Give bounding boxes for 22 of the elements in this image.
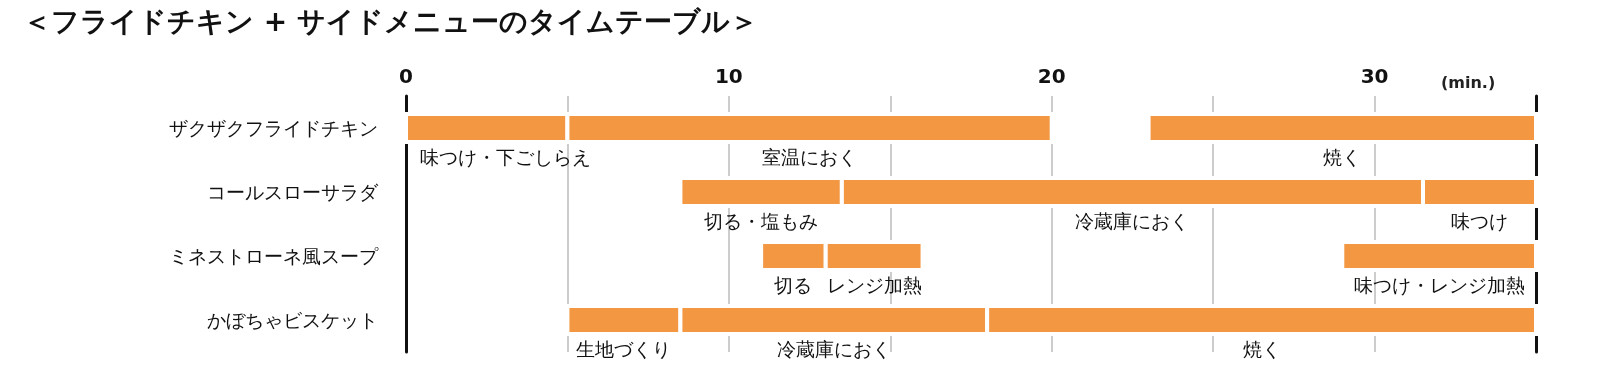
x-tick-label: 10 [714,64,743,88]
data-label: 切る [774,273,813,296]
data-label: 焼く [1242,337,1281,360]
x-tick-label: 0 [399,64,413,88]
data-label: 味つけ [1451,209,1508,232]
data-label: 生地づくり [576,337,672,360]
data-label: 焼く [1323,145,1362,168]
x-axis-title: (min.) [1441,72,1496,92]
data-label: 室温におく [762,145,858,168]
data-label: 冷蔵庫におく [1075,209,1190,232]
data-label: レンジ加熱 [826,273,922,296]
y-tick-label: コールスローサラダ [207,181,379,203]
data-label: 切る・塩もみ [704,209,819,232]
data-label: 味つけ・レンジ加熱 [1353,273,1525,296]
x-tick-label: 30 [1360,64,1389,88]
data-label: 冷蔵庫におく [776,337,891,360]
y-tick-label: ミネストローネ風スープ [169,245,379,267]
chart-title: ＜フライドチキン + サイドメニューのタイムテーブル＞ [23,4,758,38]
x-tick-label: 20 [1037,64,1066,88]
y-tick-label: かぼちゃビスケット [207,309,378,331]
y-tick-label: ザクザクフライドチキン [169,117,378,139]
data-label: 味つけ・下ごしらえ [420,145,591,168]
